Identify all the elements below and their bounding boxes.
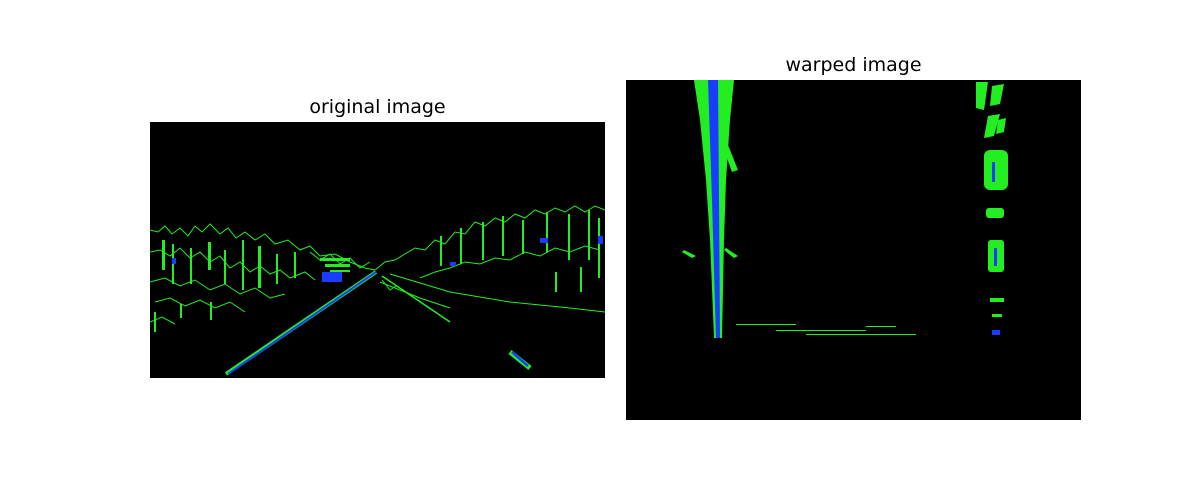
original-image <box>150 122 605 378</box>
lane-lines <box>224 270 532 376</box>
right-lane-line <box>976 82 1008 317</box>
warped-image-title: warped image <box>785 54 922 76</box>
original-image-plot <box>150 122 605 378</box>
left-lane-line <box>682 80 738 338</box>
warped-image-plot <box>626 80 1081 420</box>
vegetation-speckles <box>154 210 600 332</box>
warped-image <box>626 80 1081 420</box>
original-image-title: original image <box>309 96 446 118</box>
edge-blue-patches <box>172 236 603 282</box>
right-lane-blue <box>992 162 1000 335</box>
warp-noise <box>736 324 916 335</box>
